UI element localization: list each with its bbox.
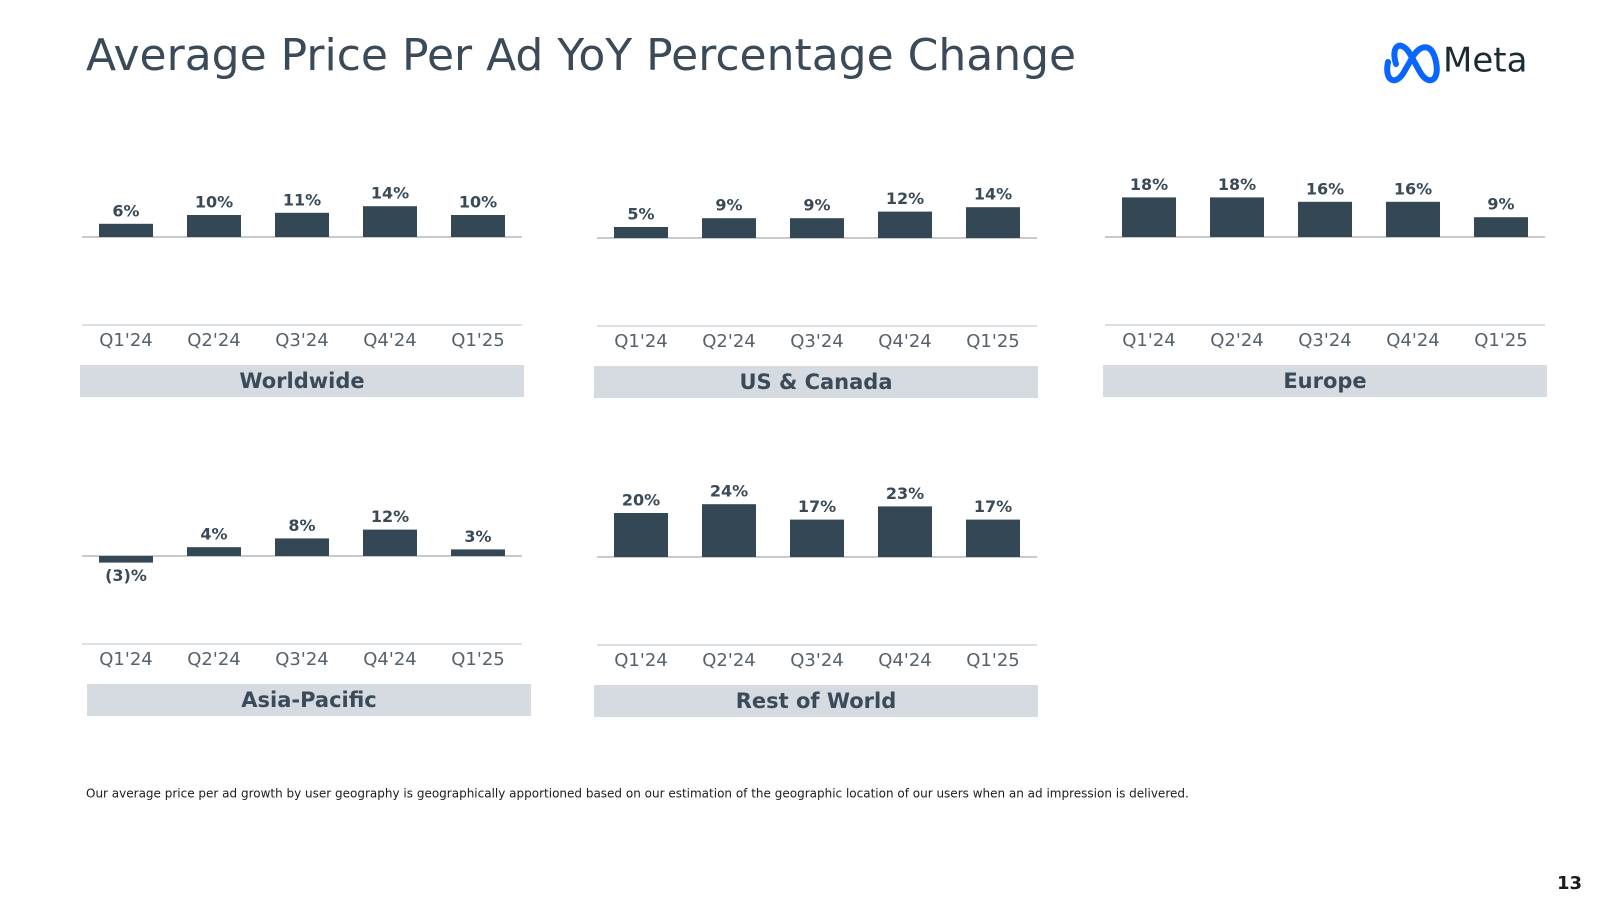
panel-title-box — [594, 685, 1038, 717]
value-label: 12% — [371, 507, 409, 526]
x-tick-label: Q1'24 — [99, 330, 152, 351]
bar — [451, 215, 505, 237]
panel-title: US & Canada — [739, 370, 892, 394]
logo-text: Meta — [1443, 41, 1527, 81]
value-label: 11% — [283, 190, 321, 209]
bar — [451, 549, 505, 556]
bar — [702, 218, 756, 238]
value-label: 9% — [803, 196, 830, 215]
value-label: (3)% — [105, 566, 147, 585]
value-label: 18% — [1130, 175, 1168, 194]
bar — [363, 206, 417, 237]
x-tick-label: Q3'24 — [275, 649, 328, 670]
value-label: 14% — [371, 184, 409, 203]
panel-title-box — [87, 684, 531, 716]
x-tick-label: Q4'24 — [878, 331, 931, 352]
value-label: 24% — [710, 482, 748, 501]
x-tick-label: Q3'24 — [275, 330, 328, 351]
value-label: 5% — [627, 205, 654, 224]
x-tick-label: Q1'25 — [451, 649, 504, 670]
bar — [1386, 201, 1440, 237]
meta-logo: Meta — [1384, 41, 1527, 84]
value-label: 12% — [886, 189, 924, 208]
value-label: 9% — [715, 196, 742, 215]
x-tick-label: Q4'24 — [363, 330, 416, 351]
bar — [275, 212, 329, 237]
value-label: 16% — [1306, 179, 1344, 198]
bar — [363, 529, 417, 556]
bar — [275, 538, 329, 556]
x-tick-label: Q2'24 — [1210, 330, 1263, 351]
x-tick-label: Q2'24 — [702, 331, 755, 352]
x-tick-label: Q2'24 — [702, 650, 755, 671]
bar — [878, 506, 932, 557]
x-tick-label: Q1'25 — [966, 650, 1019, 671]
bar — [1122, 197, 1176, 237]
value-label: 10% — [195, 193, 233, 212]
bar — [187, 215, 241, 237]
value-label: 17% — [974, 497, 1012, 516]
x-tick-label: Q1'24 — [99, 649, 152, 670]
panel-title: Worldwide — [239, 369, 364, 393]
footnote: Our average price per ad growth by user … — [86, 787, 1189, 801]
x-tick-label: Q4'24 — [878, 650, 931, 671]
x-tick-label: Q3'24 — [790, 650, 843, 671]
bar — [878, 211, 932, 238]
value-label: 18% — [1218, 175, 1256, 194]
x-tick-label: Q3'24 — [1298, 330, 1351, 351]
x-tick-label: Q1'25 — [1474, 330, 1527, 351]
bar — [790, 519, 844, 557]
page-number: 13 — [1557, 873, 1582, 894]
panel-title: Europe — [1283, 369, 1366, 393]
bar — [1298, 201, 1352, 237]
bar — [966, 519, 1020, 557]
x-tick-label: Q2'24 — [187, 330, 240, 351]
x-tick-label: Q1'25 — [451, 330, 504, 351]
value-label: 16% — [1394, 179, 1432, 198]
slide-title: Average Price Per Ad YoY Percentage Chan… — [86, 30, 1076, 81]
bar — [614, 513, 668, 557]
x-tick-label: Q1'25 — [966, 331, 1019, 352]
logo-mark — [1384, 42, 1440, 84]
value-label: 20% — [622, 491, 660, 510]
bar — [187, 547, 241, 556]
bar — [99, 556, 153, 563]
bar — [1210, 197, 1264, 237]
panel-title: Rest of World — [736, 689, 897, 713]
value-label: 4% — [200, 525, 227, 544]
value-label: 23% — [886, 484, 924, 503]
bar — [702, 504, 756, 557]
panel-title-box — [594, 366, 1038, 398]
x-tick-label: Q4'24 — [363, 649, 416, 670]
bar — [790, 218, 844, 238]
value-label: 8% — [288, 516, 315, 535]
x-tick-label: Q3'24 — [790, 331, 843, 352]
bar — [614, 227, 668, 238]
value-label: 9% — [1487, 195, 1514, 214]
value-label: 10% — [459, 193, 497, 212]
bar — [966, 207, 1020, 238]
panel-title-box — [80, 365, 524, 397]
x-tick-label: Q2'24 — [187, 649, 240, 670]
value-label: 6% — [112, 201, 139, 220]
bar — [1474, 217, 1528, 237]
value-label: 14% — [974, 185, 1012, 204]
x-tick-label: Q4'24 — [1386, 330, 1439, 351]
x-tick-label: Q1'24 — [614, 331, 667, 352]
bar — [99, 223, 153, 237]
panel-title-box — [1103, 365, 1547, 397]
panel-title: Asia-Pacific — [241, 688, 377, 712]
value-label: 17% — [798, 497, 836, 516]
x-tick-label: Q1'24 — [1122, 330, 1175, 351]
x-tick-label: Q1'24 — [614, 650, 667, 671]
value-label: 3% — [464, 527, 491, 546]
